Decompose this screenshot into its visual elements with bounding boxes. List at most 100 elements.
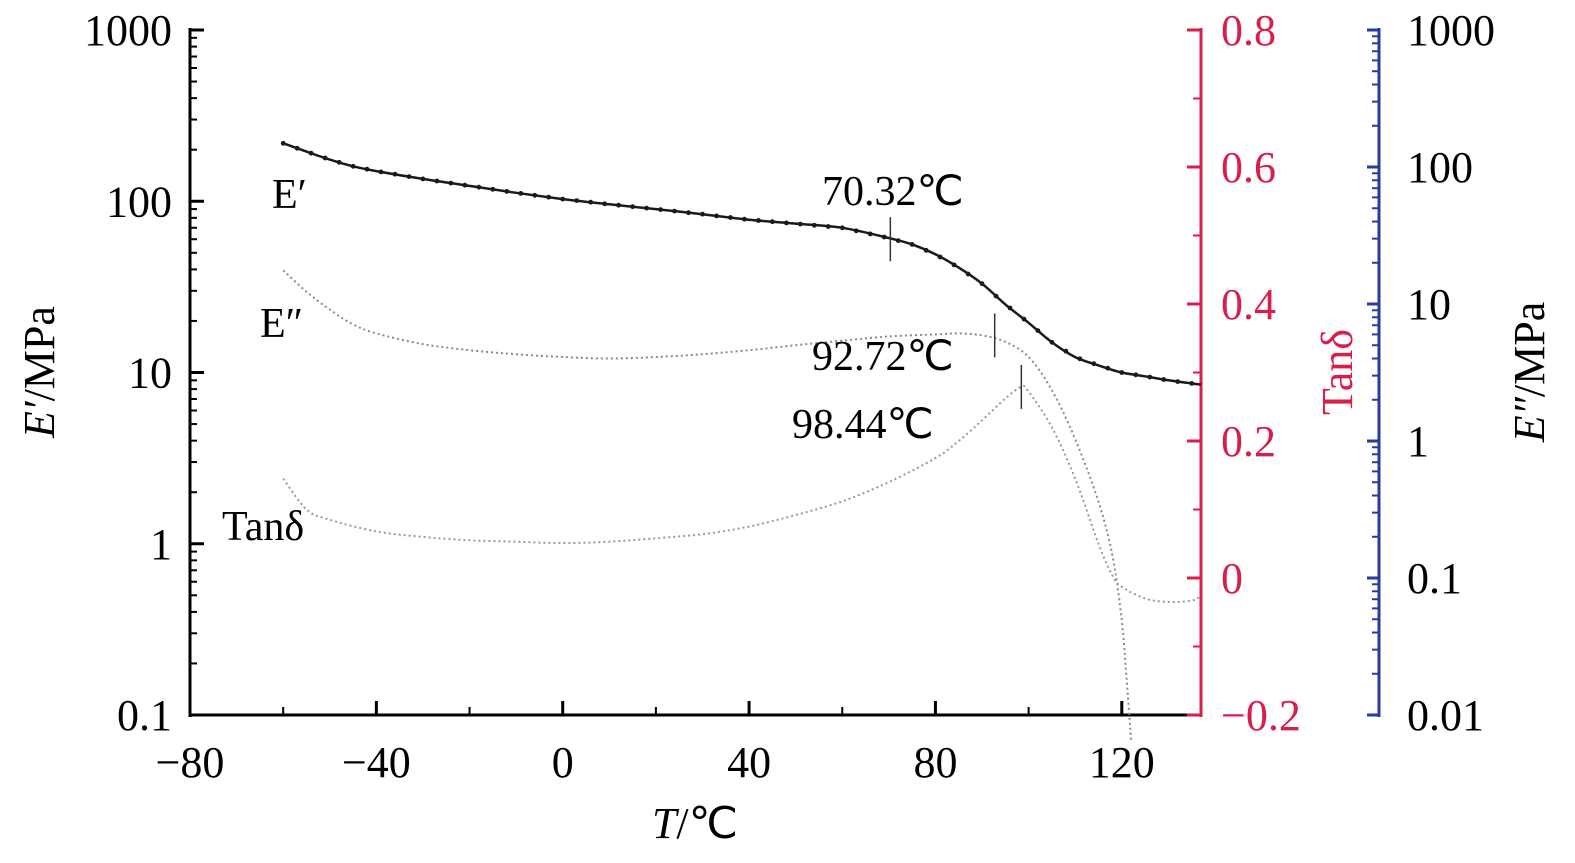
series-label-e-prime: E′ <box>272 172 307 218</box>
e-prime-point <box>923 247 929 253</box>
e-prime-point <box>756 218 761 223</box>
ticks-layer: −80 −40 0 40 80 120 0.1 1 10 100 1000 −0.2 0 0.2 0.4 0.… <box>84 6 1495 787</box>
x-tick-label: −80 <box>156 738 225 787</box>
annotation-e-double-prime-peak: 92.72℃ <box>812 334 954 380</box>
e-prime-point <box>1077 356 1083 362</box>
e-prime-point <box>420 176 426 182</box>
e-prime-point <box>658 207 663 213</box>
e-prime-point <box>965 271 971 277</box>
e-prime-point <box>532 192 538 198</box>
e-prime-point <box>672 208 677 214</box>
e-prime-point <box>1189 381 1195 386</box>
e-double-prime-tick-label: 0.1 <box>1407 554 1462 603</box>
e-prime-point <box>1133 372 1139 378</box>
y-left-axis-title: E′/MPa <box>15 306 64 439</box>
e-prime-point <box>280 140 286 146</box>
series-label-e-double-prime: E″ <box>260 301 303 347</box>
x-tick-label: 40 <box>727 738 771 787</box>
e-prime-point <box>462 182 468 188</box>
e-prime-point <box>294 145 300 151</box>
e-prime-point <box>867 231 873 237</box>
e-prime-point <box>1063 348 1069 354</box>
e-prime-point <box>1035 328 1041 333</box>
e-prime-point <box>448 180 454 186</box>
y-left-tick-label: 0.1 <box>117 691 172 740</box>
e-prime-point <box>909 242 915 247</box>
e-prime-point <box>560 196 566 202</box>
e-prime-point <box>797 221 803 227</box>
e-prime-point <box>364 166 370 172</box>
e-prime-point <box>588 199 594 205</box>
e-prime-point <box>1161 377 1167 382</box>
e-prime-point <box>825 224 831 229</box>
e-prime-point <box>811 222 817 228</box>
e-prime-point <box>504 189 510 194</box>
e-prime-point <box>518 191 524 196</box>
e-prime-point <box>406 174 412 180</box>
e-prime-point <box>392 171 398 177</box>
e-prime-point <box>951 262 957 268</box>
e-prime-point <box>1175 379 1181 384</box>
y-left-tick-label: 100 <box>106 177 172 226</box>
e-prime-point <box>784 220 789 226</box>
e-prime-point <box>1119 370 1125 375</box>
y-left-tick-label: 10 <box>128 349 172 398</box>
markers-layer <box>889 217 1023 409</box>
x-tick-label: 120 <box>1089 738 1155 787</box>
x-tick-label: 0 <box>552 738 574 787</box>
e-prime-point <box>770 219 775 225</box>
e-prime-point <box>378 169 384 175</box>
x-tick-label: −40 <box>342 738 411 787</box>
e-prime-point <box>574 198 580 204</box>
e-prime-point <box>1007 305 1013 311</box>
e-prime-point <box>336 159 342 165</box>
e-prime-point <box>546 194 552 200</box>
e-prime-point <box>881 234 887 240</box>
y-left-tick-label: 1000 <box>84 6 172 55</box>
e-prime-point <box>1147 374 1153 380</box>
e-prime-point <box>616 202 621 208</box>
x-tick-label: 80 <box>913 738 957 787</box>
e-double-prime-tick-label: 1 <box>1407 417 1429 466</box>
e-prime-point <box>839 225 845 231</box>
e-prime-point <box>1021 316 1027 322</box>
y-left-tick-label: 1 <box>150 520 172 569</box>
e-prime-point <box>322 155 328 161</box>
annotation-tand-peak: 98.44℃ <box>792 402 934 448</box>
e-prime-point <box>476 184 482 190</box>
tand-tick-label: 0.4 <box>1221 280 1276 329</box>
e-prime-point <box>714 213 719 219</box>
tand-tick-label: 0.8 <box>1221 6 1276 55</box>
x-axis-title: T/℃ <box>652 799 738 848</box>
e-prime-point <box>937 254 943 260</box>
e-prime-point <box>1105 365 1111 371</box>
e-prime-point <box>895 238 901 244</box>
e-double-prime-tick-label: 0.01 <box>1407 691 1484 740</box>
e-prime-point <box>644 205 649 211</box>
e-prime-point <box>686 210 691 216</box>
e-prime-point <box>742 216 747 222</box>
series-line-e-double-prime <box>282 269 1133 741</box>
e-double-prime-tick-label: 10 <box>1407 280 1451 329</box>
y-right-axis-title: E″/MPa <box>1505 302 1554 444</box>
series-line-tand <box>282 385 1202 604</box>
e-prime-point <box>700 211 705 217</box>
e-double-prime-tick-label: 100 <box>1407 143 1473 192</box>
e-prime-point <box>1049 339 1055 345</box>
e-prime-point <box>434 178 440 184</box>
e-prime-point <box>853 228 859 234</box>
e-prime-point <box>993 293 999 299</box>
tand-tick-label: −0.2 <box>1221 691 1301 740</box>
series-layer <box>280 140 1202 741</box>
e-prime-point <box>350 163 356 169</box>
e-prime-point <box>1091 361 1097 367</box>
e-prime-point <box>308 150 314 156</box>
e-prime-point <box>630 204 635 210</box>
tand-tick-label: 0.2 <box>1221 417 1276 466</box>
tand-tick-label: 0 <box>1221 554 1243 603</box>
tand-axis-title: Tanδ <box>1313 329 1362 415</box>
e-prime-point <box>728 215 733 220</box>
annotation-e-prime-onset: 70.32℃ <box>822 169 964 215</box>
e-prime-point <box>979 281 985 287</box>
